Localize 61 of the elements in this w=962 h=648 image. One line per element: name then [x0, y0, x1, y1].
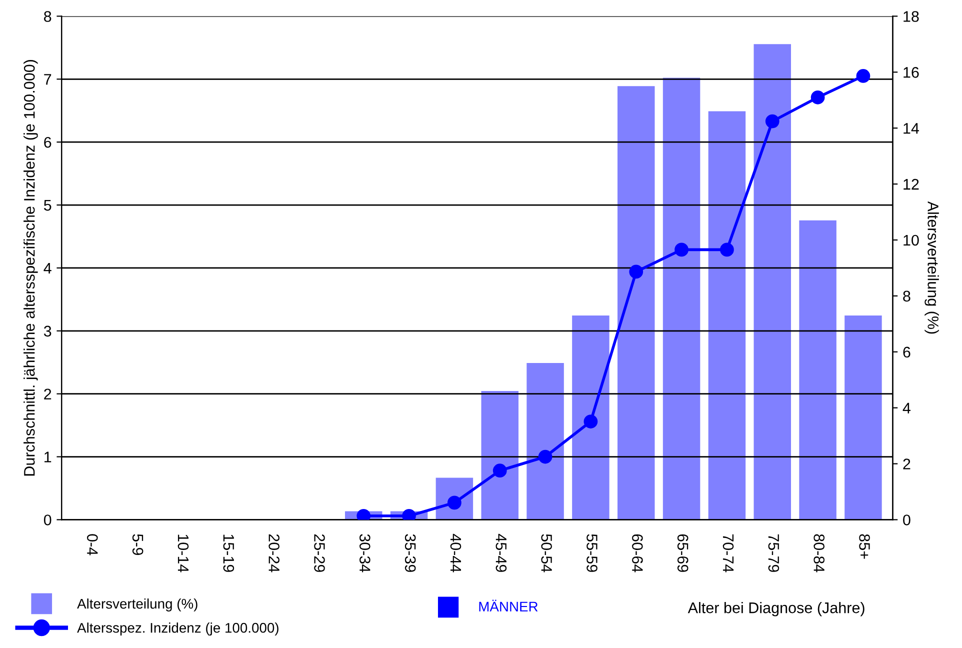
x-tick-label: 75-79 [768, 534, 780, 572]
point [765, 114, 780, 128]
y2-axis-title: Altersverteilung (%) [924, 201, 939, 334]
bar [617, 86, 655, 520]
x-tick-label: 65-69 [677, 534, 688, 572]
point [720, 242, 734, 257]
point [856, 69, 870, 83]
bar [572, 316, 610, 520]
x-tick-label: 70-74 [722, 534, 734, 572]
text: MÄNNER [479, 600, 538, 612]
point [674, 242, 688, 257]
bar [799, 220, 836, 520]
y-tick-label: 6 [44, 136, 52, 148]
x-tick-label: 15-19 [223, 534, 234, 572]
x-tick-label: 0-4 [86, 534, 98, 556]
y-axis-title: Durchschnittl. jährliche altersspezifische Inzidenz (je 100.000) [24, 60, 38, 476]
x-tick-label: 30-34 [360, 534, 370, 572]
x-tick-label: 80-84 [814, 534, 825, 572]
y2-tick-label: 14 [904, 123, 920, 134]
y-tick-label: 8 [44, 11, 52, 22]
y2-tick-label: 8 [903, 290, 910, 302]
y2-tick-label: 6 [903, 346, 910, 358]
y-tick-label: 0 [44, 514, 52, 526]
y-tick-label: 5 [44, 200, 52, 211]
x-tick-label: 50-54 [541, 534, 552, 572]
x-tick-label: 40-44 [450, 534, 462, 572]
point [492, 464, 507, 478]
x-tick-label: 35-39 [404, 534, 416, 572]
x-tick-label: 60-64 [632, 534, 643, 572]
bar [662, 78, 700, 520]
y-tick-label: 1 [44, 452, 52, 462]
legend-label: Altersspez. Inzidenz (je 100.000) [77, 622, 278, 636]
x-tick-label: 85+ [859, 534, 870, 559]
point [629, 264, 644, 279]
y-tick-label: 7 [44, 74, 52, 85]
y-tick-label: 3 [44, 326, 52, 337]
x-tick-label: 5-9 [132, 534, 144, 555]
y2-tick-label: 18 [904, 11, 919, 22]
y-tick-label: 4 [44, 262, 52, 274]
point [584, 414, 598, 428]
bar [754, 44, 791, 520]
x-axis-title: Alter bei Diagnose (Jahre) [688, 602, 864, 616]
y-tick-label: 2 [44, 388, 52, 400]
x-tick-label: 10-14 [178, 534, 189, 572]
y2-tick-label: 2 [903, 458, 910, 470]
x-tick-label: 55-59 [586, 534, 598, 572]
x-tick-label: 45-49 [496, 534, 507, 572]
x-tick-label: 25-29 [314, 534, 325, 572]
bar [708, 111, 746, 520]
point [538, 450, 552, 464]
x-tick-label: 20-24 [268, 534, 280, 572]
bar [844, 316, 882, 520]
legend-label: Altersverteilung (%) [77, 598, 198, 612]
y2-tick-label: 16 [904, 67, 919, 78]
y2-tick-label: 10 [904, 234, 919, 246]
bar [481, 391, 518, 520]
point [810, 90, 825, 104]
y2-tick-label: 0 [903, 514, 910, 526]
bar [526, 363, 564, 520]
y2-tick-label: 12 [904, 178, 919, 190]
y2-tick-label: 4 [902, 402, 911, 414]
